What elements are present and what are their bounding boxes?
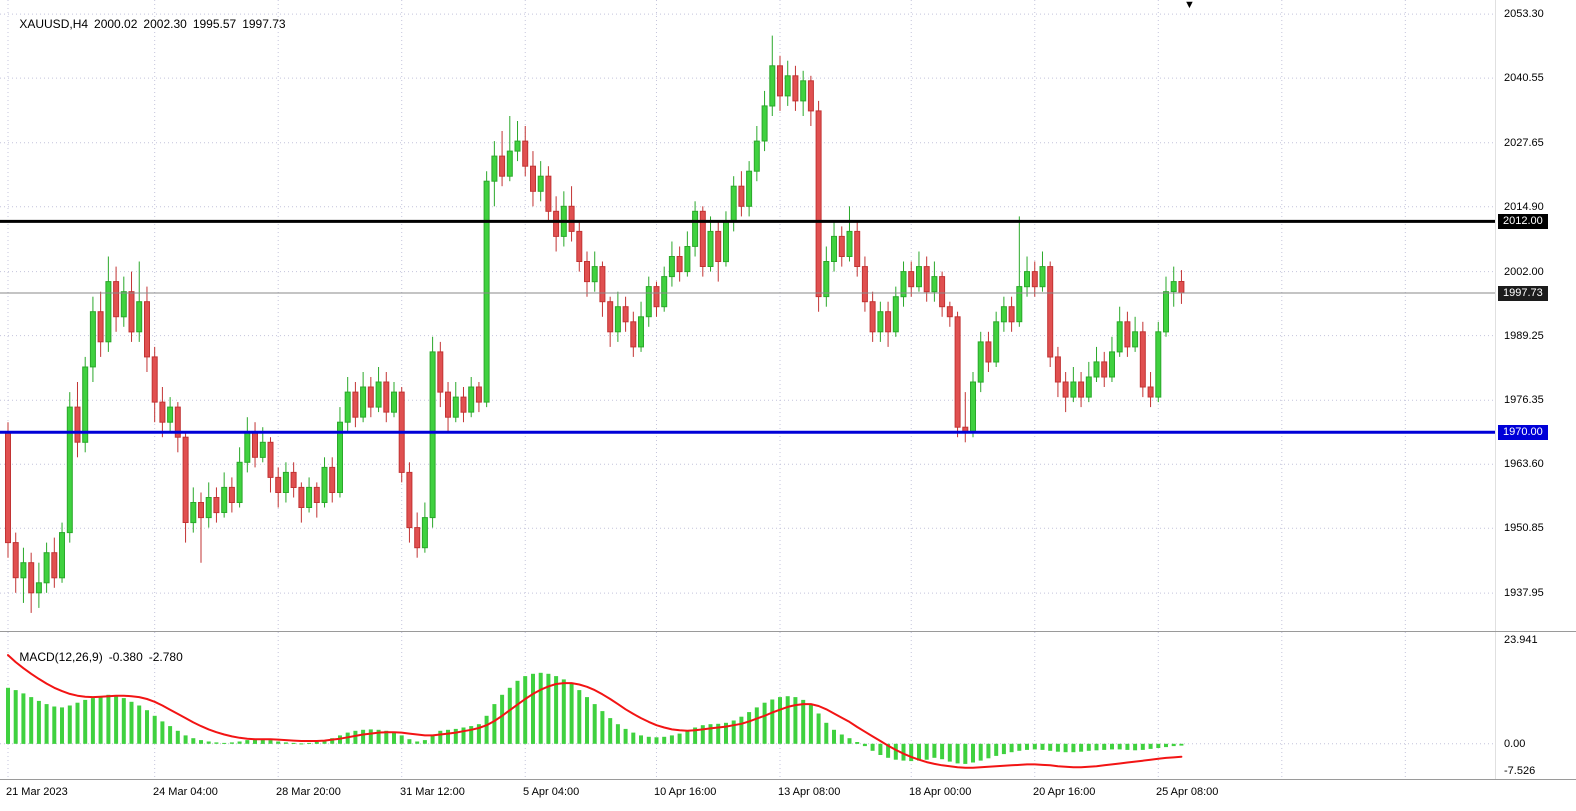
time-axis-label: 5 Apr 04:00 (523, 786, 580, 798)
price-axis-label: 2014.90 (1504, 201, 1544, 213)
macd-signal-value: -2.780 (148, 650, 183, 664)
price-chart-canvas[interactable] (0, 0, 1495, 631)
chart-ohlc-header: XAUUSD,H4 2000.02 2002.30 1995.57 1997.73 (6, 3, 292, 45)
time-axis-label: 13 Apr 08:00 (778, 786, 841, 798)
time-axis-label: 28 Mar 20:00 (276, 786, 341, 798)
macd-histogram (6, 672, 1184, 764)
macd-panel-canvas[interactable] (0, 632, 1495, 779)
time-axis-label: 31 Mar 12:00 (400, 786, 465, 798)
time-axis-label: 24 Mar 04:00 (153, 786, 218, 798)
price-axis-label: 2027.65 (1504, 137, 1544, 149)
chart-shift-marker-icon[interactable]: ▼ (1184, 0, 1195, 11)
open-value: 2000.02 (94, 17, 138, 31)
resistance-price-badge: 2012.00 (1498, 214, 1548, 229)
price-axis[interactable]: 2053.30 2040.55 2027.65 2014.90 2002.00 1989.… (1495, 0, 1576, 631)
price-axis-label: 2040.55 (1504, 72, 1544, 84)
panel-separator-top[interactable] (0, 631, 1576, 632)
price-axis-label: 1963.60 (1504, 458, 1544, 470)
macd-axis[interactable]: 23.941 0.00 -7.526 (1495, 632, 1576, 779)
time-axis-label: 10 Apr 16:00 (654, 786, 717, 798)
support-price-badge: 1970.00 (1498, 425, 1548, 440)
time-axis-label: 20 Apr 16:00 (1033, 786, 1096, 798)
symbol-timeframe-label: XAUUSD,H4 (19, 17, 89, 31)
price-axis-label: 1950.85 (1504, 522, 1544, 534)
time-axis-label: 21 Mar 2023 (6, 786, 68, 798)
macd-indicator-label: MACD(12,26,9) (19, 650, 103, 664)
close-value: 1997.73 (242, 17, 286, 31)
price-axis-label: 2053.30 (1504, 8, 1544, 20)
macd-signal-line (7, 654, 1183, 769)
macd-header: MACD(12,26,9) -0.380 -2.780 (6, 636, 189, 678)
candles (5, 35, 1185, 613)
price-axis-label: 1989.25 (1504, 330, 1544, 342)
time-axis[interactable]: 21 Mar 2023 24 Mar 04:00 28 Mar 20:00 31 Ma… (0, 780, 1576, 811)
last-price-badge: 1997.73 (1498, 286, 1548, 301)
time-axis-label: 25 Apr 08:00 (1156, 786, 1219, 798)
macd-value: -0.380 (108, 650, 143, 664)
macd-axis-label: 0.00 (1504, 738, 1526, 750)
price-axis-label: 1937.95 (1504, 587, 1544, 599)
high-value: 2002.30 (143, 17, 187, 31)
panel-separator-bottom[interactable] (0, 779, 1576, 780)
price-axis-label: 2002.00 (1504, 266, 1544, 278)
macd-axis-label: -7.526 (1504, 765, 1536, 777)
grid (0, 0, 1495, 631)
low-value: 1995.57 (192, 17, 237, 31)
time-axis-label: 18 Apr 00:00 (909, 786, 972, 798)
level-lines[interactable] (0, 219, 1495, 434)
price-axis-label: 1976.35 (1504, 394, 1544, 406)
macd-axis-label: 23.941 (1504, 634, 1538, 646)
macd-grid (0, 632, 1495, 779)
